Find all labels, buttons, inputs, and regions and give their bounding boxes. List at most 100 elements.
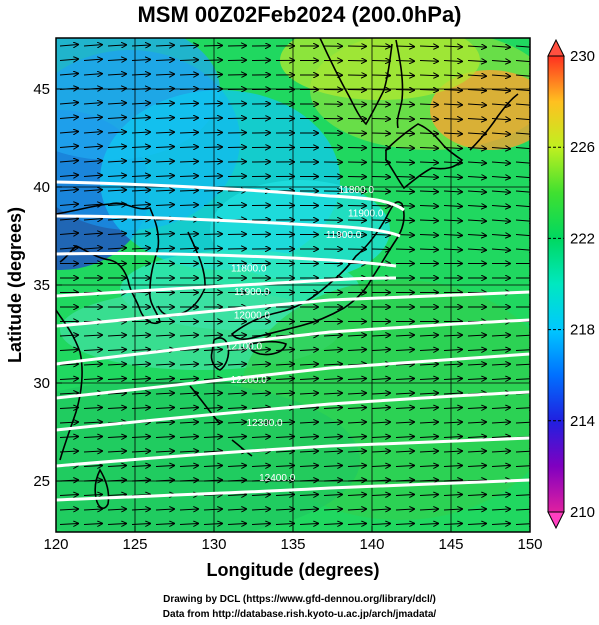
wind-arrow xyxy=(131,103,150,104)
wind-arrow xyxy=(347,408,366,409)
wind-arrow xyxy=(227,509,246,510)
wind-arrow xyxy=(515,162,530,163)
wind-arrow xyxy=(275,495,294,496)
wind-arrow xyxy=(515,422,530,423)
wind-arrow xyxy=(467,408,486,409)
wind-arrow xyxy=(131,219,150,220)
wind-arrow xyxy=(275,422,294,423)
wind-arrow xyxy=(59,74,78,75)
wind-arrow xyxy=(107,233,126,234)
wind-arrow xyxy=(491,524,510,525)
wind-arrow xyxy=(203,103,222,104)
wind-arrow xyxy=(155,234,174,235)
wind-arrow xyxy=(467,119,486,120)
wind-arrow xyxy=(179,364,198,365)
wind-arrow xyxy=(179,60,198,61)
wind-arrow xyxy=(419,393,438,394)
contour-label: 11900.0 xyxy=(234,287,270,298)
wind-arrow xyxy=(323,524,342,525)
wind-arrow xyxy=(83,45,102,46)
colorbar-label: 226 xyxy=(570,139,595,156)
wind-arrow xyxy=(491,75,510,76)
wind-arrow xyxy=(443,335,462,336)
wind-arrow xyxy=(371,206,390,207)
wind-arrow xyxy=(299,509,318,510)
wind-arrow xyxy=(467,422,486,423)
wind-arrow xyxy=(59,233,78,234)
wind-arrow xyxy=(299,364,318,365)
wind-arrow xyxy=(491,408,510,409)
wind-arrow xyxy=(371,495,390,496)
colorbar-label: 222 xyxy=(570,230,595,247)
wind-arrow xyxy=(131,451,150,452)
wind-arrow xyxy=(131,190,150,191)
wind-arrow xyxy=(299,393,318,394)
wind-arrow xyxy=(395,220,414,221)
wind-arrow xyxy=(515,408,530,409)
coastline-sakhalin xyxy=(395,39,404,129)
wind-arrow xyxy=(491,451,510,452)
wind-arrow xyxy=(395,379,414,380)
wind-arrow xyxy=(275,393,294,394)
wind-arrow xyxy=(131,335,150,336)
wind-arrow xyxy=(155,364,174,365)
wind-arrow xyxy=(467,191,486,192)
wind-arrow xyxy=(179,205,198,206)
wind-arrow xyxy=(107,74,126,75)
wind-arrow xyxy=(395,437,414,438)
wind-arrow xyxy=(131,88,150,89)
wind-arrow xyxy=(347,495,366,496)
wind-arrow xyxy=(227,437,246,438)
wind-arrow xyxy=(467,177,486,178)
wind-arrow xyxy=(515,206,530,207)
wind-arrow xyxy=(203,451,222,452)
wind-arrow xyxy=(179,118,198,119)
wind-arrow xyxy=(515,451,530,452)
wind-arrow xyxy=(155,451,174,452)
wind-arrow xyxy=(419,408,438,409)
wind-arrow xyxy=(155,190,174,191)
wind-arrow xyxy=(83,233,102,234)
wind-arrow xyxy=(131,437,150,438)
wind-arrow xyxy=(107,451,126,452)
wind-arrow xyxy=(83,59,102,60)
wind-arrow xyxy=(179,350,198,351)
wind-arrow xyxy=(131,175,150,176)
wind-arrow xyxy=(467,379,486,380)
wind-arrow xyxy=(251,437,270,438)
wind-arrow xyxy=(419,177,438,178)
contour-label: 12100.0 xyxy=(226,342,263,353)
wind-arrow xyxy=(419,90,438,91)
wind-arrow xyxy=(155,176,174,177)
wind-arrow xyxy=(299,466,318,467)
wind-arrow xyxy=(371,335,390,336)
wind-arrow xyxy=(515,119,530,120)
wind-arrow xyxy=(323,350,342,351)
wind-arrow xyxy=(131,45,150,46)
wind-arrow xyxy=(371,524,390,525)
wind-arrow xyxy=(59,132,78,133)
wind-arrow xyxy=(323,364,342,365)
wind-arrow xyxy=(83,335,102,336)
wind-arrow xyxy=(179,176,198,177)
wind-arrow xyxy=(107,161,126,162)
wind-arrow xyxy=(419,46,438,47)
wind-arrow xyxy=(467,466,486,467)
wind-arrow xyxy=(515,249,530,250)
wind-arrow xyxy=(131,233,150,234)
wind-arrow xyxy=(395,46,414,47)
wind-arrow xyxy=(395,480,414,481)
wind-arrow xyxy=(443,350,462,351)
wind-arrow xyxy=(467,235,486,236)
wind-arrow xyxy=(155,422,174,423)
wind-arrow xyxy=(515,191,530,192)
wind-arrow xyxy=(491,335,510,336)
wind-arrow xyxy=(395,75,414,76)
wind-arrow xyxy=(107,45,126,46)
wind-arrow xyxy=(59,175,78,176)
wind-arrow xyxy=(83,146,102,147)
wind-arrow xyxy=(419,451,438,452)
wind-arrow xyxy=(323,408,342,409)
wind-arrow xyxy=(83,451,102,452)
